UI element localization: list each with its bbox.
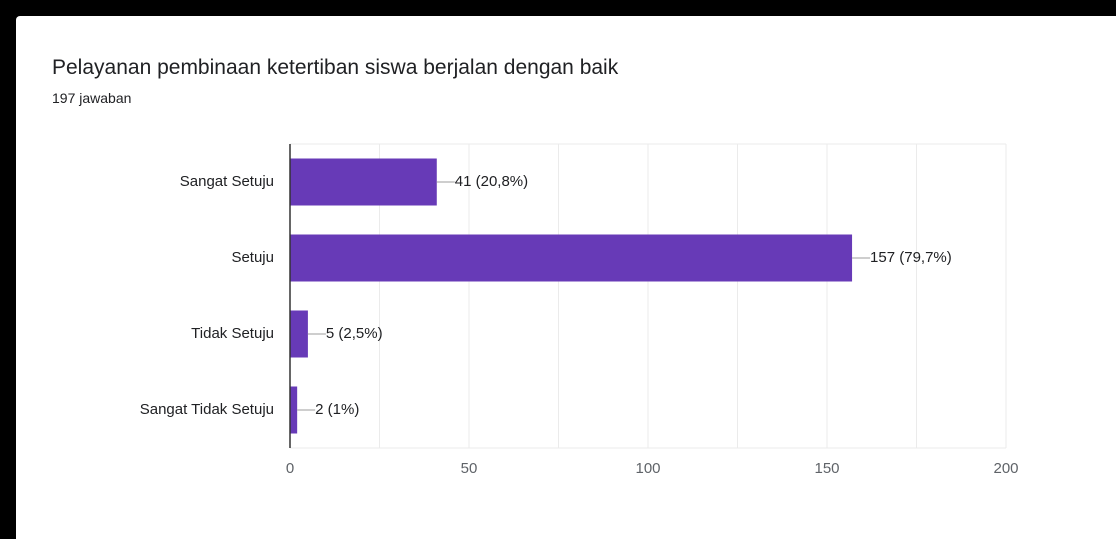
response-count: 197 jawaban [52,90,132,106]
category-label-4: Sangat Tidak Setuju [140,401,274,418]
data-label-2: 157 (79,7%) [870,249,952,266]
bar-2 [290,234,853,282]
x-tick-label-0: 0 [286,460,294,477]
bar-chart: 41 (20,8%) Sangat Setuju 157 (79,7%) Setuju… [140,143,1019,477]
bar-1 [290,158,437,206]
chart-card: Pelayanan pembinaan ketertiban siswa ber… [16,16,1116,539]
category-label-2: Setuju [231,249,274,266]
x-tick-label-100: 100 [635,460,660,477]
bar-4 [290,386,298,434]
category-label-3: Tidak Setuju [191,325,274,342]
x-tick-label-200: 200 [993,460,1018,477]
x-tick-label-150: 150 [814,460,839,477]
data-label-3: 5 (2,5%) [326,325,383,342]
data-label-4: 2 (1%) [315,401,359,418]
x-tick-label-50: 50 [461,460,478,477]
data-label-1: 41 (20,8%) [455,173,528,190]
category-label-1: Sangat Setuju [180,173,274,190]
chart-title: Pelayanan pembinaan ketertiban siswa ber… [52,56,619,79]
bar-3 [290,310,308,358]
